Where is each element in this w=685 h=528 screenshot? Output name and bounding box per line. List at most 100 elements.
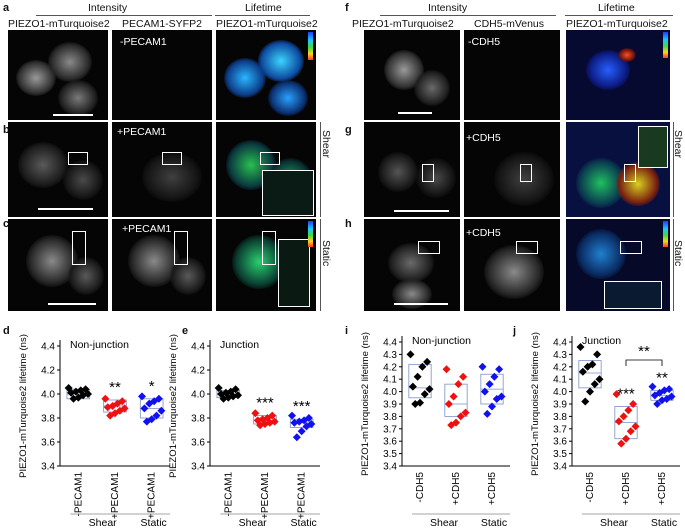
chart-j-ytick-label: 4.3 <box>553 350 567 361</box>
chart-i-point-1 <box>454 380 463 389</box>
chart-e-point-2 <box>288 411 297 420</box>
roi-box <box>72 231 86 265</box>
chart-d-ytick-label: 4.2 <box>41 366 55 377</box>
roi-box <box>620 241 642 254</box>
chart-j-point-1 <box>614 417 623 426</box>
chart-e-xtick-label: -PECAM1 <box>223 472 234 517</box>
chart-j-ytick-label: 3.4 <box>553 462 567 473</box>
chart-i-point-0 <box>411 400 420 408</box>
chart-d-ylabel: PIEZO1-mTurquoise2 lifetime (ns) <box>18 334 29 478</box>
charts-svg: PIEZO1-mTurquoise2 lifetime (ns) 3.43.63.… <box>18 332 680 528</box>
roi-box <box>516 241 538 254</box>
roi-box <box>174 231 188 265</box>
chart-e-group-label-1: Static <box>291 517 317 528</box>
image-g-lifetime <box>566 122 670 217</box>
chart-i-point-0 <box>425 385 434 394</box>
chart-d-ytick-label: 3.6 <box>41 438 55 449</box>
chart-e-point-1 <box>251 409 260 418</box>
chart-d-ytick-label: 4.0 <box>41 390 55 401</box>
chart-i-point-1 <box>459 372 468 381</box>
chart-i-point-0 <box>408 382 417 391</box>
roi-box <box>162 152 182 165</box>
side-bracket <box>673 219 674 311</box>
chart-e-point-1 <box>256 421 265 430</box>
chart-i-point-2 <box>483 409 492 418</box>
chart-j-point-2 <box>653 400 662 408</box>
chart-d-point-0 <box>69 394 78 403</box>
chart-i-point-0 <box>406 350 415 359</box>
row-c-label: +PECAM1 <box>122 223 172 235</box>
chart-j-ylabel: PIEZO1-mTurquoise2 lifetime (ns) <box>530 332 541 476</box>
chart-e-point-0 <box>233 391 242 400</box>
panel-label-h: h <box>345 218 352 230</box>
panel-label-e: e <box>182 325 189 337</box>
chart-e-sig-1: *** <box>256 395 274 412</box>
chart-d-point-1 <box>118 397 127 406</box>
chart-d-title: Non-junction <box>70 339 129 351</box>
chart-j-ytick-label: 3.6 <box>553 437 567 448</box>
chart-e-point-0 <box>224 393 233 402</box>
image-h-cdh5: +CDH5 <box>464 219 560 311</box>
label-shear-left: Shear <box>320 130 332 159</box>
chart-j-xtick-label: +CDH5 <box>621 472 632 506</box>
image-g-intensity <box>364 122 460 217</box>
image-c-pecam: +PECAM1 <box>112 219 212 311</box>
chart-j-point-2 <box>658 396 666 405</box>
chart-d-point-0 <box>74 393 83 402</box>
lifetime-rule-right <box>565 15 673 16</box>
chart-i-point-2 <box>485 380 494 389</box>
intensity-header-right: Intensity <box>428 2 468 14</box>
chart-d-point-0 <box>71 387 80 396</box>
chart-e-ytick-label: 3.4 <box>191 462 205 473</box>
chart-d-point-2 <box>157 406 166 415</box>
roi-box <box>68 152 88 165</box>
col-header-piezo-left: PIEZO1-mTurquoise2 <box>8 18 110 30</box>
side-bracket <box>320 219 321 311</box>
roi-box <box>422 164 434 182</box>
chart-i-point-0 <box>423 357 432 366</box>
chart-e-sig-2: *** <box>293 398 311 415</box>
roi-box <box>260 152 280 165</box>
chart-j-point-1 <box>629 400 638 408</box>
chart-j-point-0 <box>586 387 594 396</box>
image-a-pecam: -PECAM1 <box>112 30 212 120</box>
chart-j-point-1 <box>612 390 621 399</box>
col-header-lifetime-left: PIEZO1-mTurquoise2 <box>216 18 318 30</box>
chart-j-point-2 <box>662 395 671 404</box>
chart-e-group-label-0: Shear <box>239 517 268 528</box>
chart-i-group-label-1: Static <box>481 517 507 528</box>
chart-e-point-0 <box>214 384 223 392</box>
panel-label-a: a <box>3 2 10 14</box>
chart-d-point-1 <box>101 394 110 403</box>
roi-box <box>520 164 532 182</box>
panel-label-d: d <box>3 325 10 337</box>
image-g-cdh5: +CDH5 <box>464 122 560 217</box>
chart-d-ytick-label: 3.8 <box>41 414 55 425</box>
chart-i-ytick-label: 3.6 <box>383 437 397 448</box>
chart-d-point-1 <box>113 399 122 408</box>
chart-i-ytick-label: 3.5 <box>383 449 397 460</box>
chart-d-point-2 <box>147 415 156 424</box>
row-h-label: +CDH5 <box>466 227 501 239</box>
chart-i-point-0 <box>416 398 424 407</box>
image-b-intensity <box>8 122 108 217</box>
intensity-rule-right <box>380 15 556 16</box>
chart-d-point-2 <box>152 411 161 420</box>
chart-d-point-2 <box>145 399 154 408</box>
chart-j-point-0 <box>581 397 590 406</box>
chart-d-point-2 <box>150 397 159 406</box>
chart-d-group-label-1: Static <box>141 517 167 528</box>
chart-i-point-1 <box>452 418 460 427</box>
chart-j-ytick-label: 3.8 <box>553 412 567 423</box>
chart-i-ytick-label: 4.4 <box>383 338 397 349</box>
chart-j-bracket <box>625 359 663 366</box>
chart-i-point-1 <box>456 412 465 421</box>
chart-j-point-0 <box>590 380 599 389</box>
chart-j-ytick-label: 4.4 <box>553 338 567 349</box>
chart-e-point-1 <box>270 417 279 426</box>
panel-label-c: c <box>3 218 10 230</box>
chart-i-xtick-label: +CDH5 <box>451 472 462 506</box>
chart-d-point-2 <box>142 417 151 426</box>
chart-i-point-2 <box>495 365 504 374</box>
lifetime-header-left: Lifetime <box>245 2 282 14</box>
